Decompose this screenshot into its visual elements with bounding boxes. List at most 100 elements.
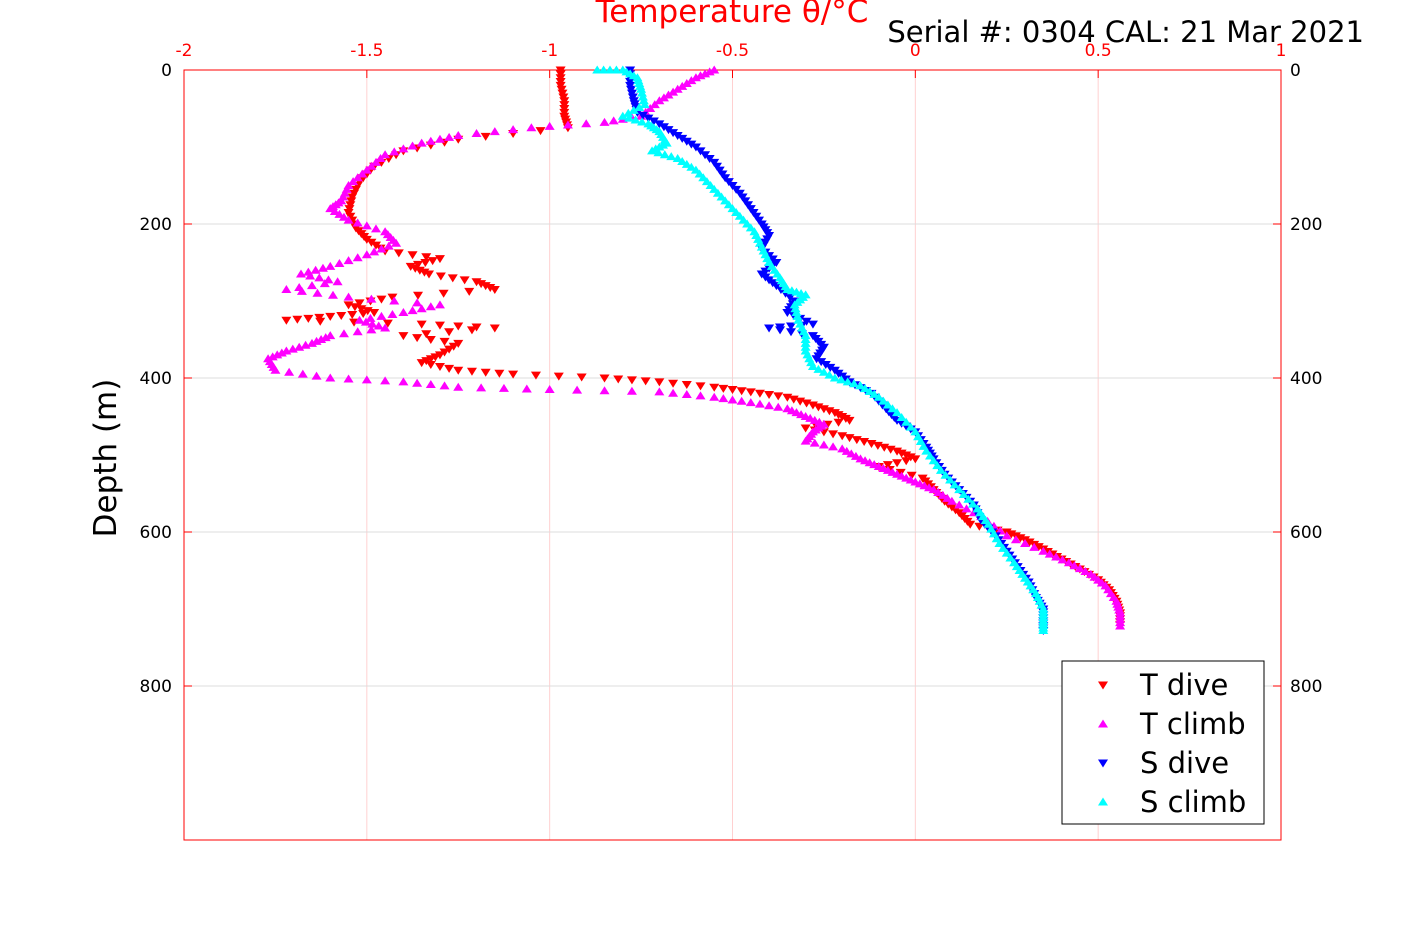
data-point — [954, 485, 965, 494]
data-point — [1038, 626, 1049, 635]
data-point — [480, 132, 491, 141]
x-tick-label: 1 — [1276, 41, 1287, 61]
data-point — [892, 459, 903, 468]
data-point — [878, 396, 889, 405]
data-point — [1057, 555, 1068, 564]
legend-label: T dive — [1139, 668, 1228, 702]
data-point — [439, 337, 450, 346]
data-point — [361, 375, 372, 384]
data-point — [842, 377, 853, 386]
data-point — [782, 309, 793, 318]
data-point — [873, 392, 884, 401]
data-point — [365, 313, 376, 322]
data-point — [654, 387, 665, 396]
data-point — [398, 377, 409, 386]
data-point — [789, 300, 800, 309]
data-point — [599, 386, 610, 395]
data-point — [328, 290, 339, 299]
data-point — [668, 129, 679, 138]
data-point — [1029, 542, 1040, 551]
data-point — [370, 224, 381, 233]
data-point — [471, 129, 482, 138]
data-point — [677, 156, 688, 165]
data-point — [963, 494, 974, 503]
y-tick-label-right: 600 — [1290, 523, 1322, 543]
x-tick-label: -1.5 — [350, 41, 383, 61]
data-point — [407, 306, 418, 315]
data-point — [444, 132, 455, 141]
data-point — [489, 285, 500, 294]
data-point — [444, 345, 455, 354]
data-point — [383, 241, 394, 250]
data-point — [281, 316, 292, 325]
data-point — [453, 130, 464, 139]
data-point — [686, 162, 697, 171]
data-point — [1001, 531, 1012, 540]
data-point — [306, 338, 317, 347]
data-point — [638, 96, 649, 105]
data-point — [294, 342, 305, 351]
data-point — [860, 384, 871, 393]
data-point — [312, 288, 323, 297]
data-point — [376, 244, 387, 253]
data-point — [659, 150, 670, 159]
data-point — [459, 276, 470, 285]
data-point — [690, 73, 701, 82]
data-point — [672, 84, 683, 93]
data-point — [425, 336, 436, 344]
data-point — [480, 368, 491, 377]
data-point — [325, 204, 336, 213]
legend-marker — [1098, 719, 1108, 728]
data-point — [901, 417, 912, 426]
data-point — [599, 374, 610, 383]
data-point — [709, 383, 720, 392]
y-tick-label: 600 — [140, 523, 172, 543]
data-point — [435, 272, 446, 281]
data-point — [284, 367, 295, 376]
data-point — [869, 389, 880, 398]
data-point — [375, 154, 386, 163]
data-point — [387, 293, 398, 302]
data-point — [636, 84, 647, 93]
data-point — [816, 358, 827, 367]
data-point — [1010, 535, 1021, 544]
data-point — [677, 134, 688, 143]
data-point — [366, 161, 377, 170]
legend-marker — [1098, 797, 1108, 806]
data-point — [434, 134, 445, 143]
data-point — [310, 265, 321, 274]
data-point — [489, 127, 500, 136]
data-point — [1024, 538, 1035, 547]
data-point — [807, 320, 818, 329]
data-point — [828, 442, 839, 451]
data-point — [332, 277, 343, 286]
data-point — [581, 119, 592, 128]
data-point — [718, 384, 729, 393]
data-point — [818, 367, 829, 376]
data-point — [1038, 546, 1049, 555]
data-point — [773, 392, 784, 401]
data-point — [306, 281, 317, 290]
data-point — [910, 455, 921, 464]
data-point — [605, 65, 616, 74]
data-point — [315, 317, 326, 326]
data-point — [444, 328, 455, 337]
data-point — [791, 308, 802, 317]
data-point — [637, 92, 648, 101]
data-point — [416, 138, 427, 147]
data-point — [361, 250, 372, 259]
data-point — [325, 261, 336, 270]
y-axis-label: Depth (m) — [88, 379, 124, 538]
data-point — [668, 87, 679, 96]
data-point — [357, 169, 368, 178]
data-point — [727, 395, 738, 404]
data-point — [352, 173, 363, 182]
data-point — [764, 391, 775, 400]
data-point — [466, 326, 477, 335]
data-point — [530, 371, 541, 380]
y-tick-label: 400 — [140, 369, 172, 389]
data-point — [489, 324, 500, 333]
data-point — [425, 136, 436, 145]
data-point — [695, 382, 706, 391]
